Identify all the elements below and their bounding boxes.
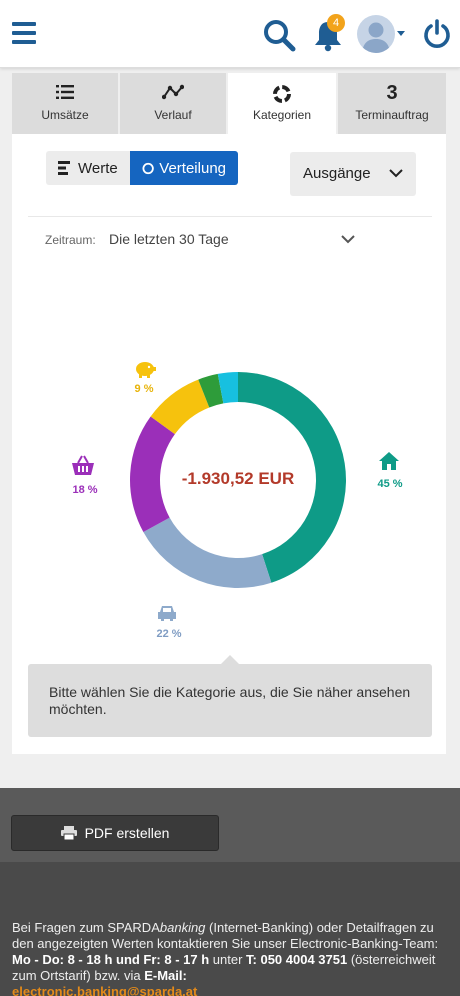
circle-icon bbox=[142, 162, 154, 174]
divider bbox=[28, 216, 432, 217]
tab-label: Terminauftrag bbox=[355, 108, 429, 122]
period-select[interactable]: Die letzten 30 Tage bbox=[109, 231, 229, 247]
donut-icon bbox=[273, 85, 291, 103]
info-text: (Internet-Banking) oder Detailfragen zu … bbox=[12, 920, 439, 951]
piggy-bank-icon[interactable] bbox=[136, 362, 156, 378]
basket-icon[interactable] bbox=[72, 455, 94, 475]
phone-number: T: 050 4004 3751 bbox=[246, 952, 348, 967]
chevron-down-icon[interactable] bbox=[397, 31, 405, 36]
info-text: unter bbox=[209, 952, 247, 967]
user-avatar-icon[interactable] bbox=[357, 15, 395, 53]
donut-slice-1[interactable] bbox=[143, 517, 272, 588]
tab-label: Umsätze bbox=[41, 108, 89, 122]
category-donut-chart: -1.930,52 EUR 45 % 22 % 18 % 9 % bbox=[72, 362, 403, 640]
chevron-down-icon[interactable] bbox=[340, 233, 356, 245]
tab-label: Kategorien bbox=[252, 108, 312, 122]
categories-card: Werte Verteilung Ausgänge Zeitraum: Die … bbox=[12, 134, 446, 754]
tab-count: 3 bbox=[386, 82, 398, 104]
list-icon bbox=[56, 85, 74, 99]
category-label-basket: 18 % bbox=[72, 484, 97, 496]
hint-text: Bitte wählen Sie die Kategorie aus, die … bbox=[49, 684, 411, 717]
donut-slice-0[interactable] bbox=[238, 372, 347, 583]
power-icon[interactable] bbox=[422, 18, 452, 50]
verteilung-label: Verteilung bbox=[159, 159, 226, 177]
verteilung-button[interactable]: Verteilung bbox=[130, 151, 238, 185]
hint-callout: Bitte wählen Sie die Kategorie aus, die … bbox=[28, 655, 432, 737]
car-icon[interactable] bbox=[158, 606, 176, 621]
donut-slice-4[interactable] bbox=[198, 373, 224, 408]
donut-slice-5[interactable] bbox=[217, 372, 238, 404]
info-text: (österreichweit zum Ortstarif) bzw. via bbox=[12, 952, 436, 983]
service-hours: Mo - Do: 8 - 18 h und Fr: 8 - 17 h bbox=[12, 952, 210, 967]
bars-icon bbox=[58, 161, 70, 175]
donut-slice-2[interactable] bbox=[129, 416, 175, 533]
category-label-house: 45 % bbox=[377, 478, 402, 490]
line-chart-icon bbox=[162, 84, 184, 100]
category-label-piggy: 9 % bbox=[135, 383, 154, 395]
category-label-car: 22 % bbox=[156, 628, 181, 640]
hamburger-menu-icon[interactable] bbox=[12, 22, 36, 48]
total-amount: -1.930,52 EUR bbox=[182, 469, 294, 488]
email-label: E-Mail: bbox=[144, 968, 187, 983]
pdf-create-button[interactable]: PDF erstellen bbox=[11, 815, 219, 851]
search-icon[interactable] bbox=[262, 18, 296, 52]
werte-button[interactable]: Werte bbox=[46, 151, 130, 185]
direction-dropdown[interactable]: Ausgänge bbox=[290, 152, 416, 196]
brand-italic: banking bbox=[159, 920, 206, 935]
pdf-label: PDF erstellen bbox=[84, 825, 170, 841]
info-text: Bei Fragen zum SPARDA bbox=[12, 920, 160, 935]
tab-verlauf[interactable]: Verlauf bbox=[120, 73, 228, 134]
contact-info: Bei Fragen zum SPARDAbanking (Internet-B… bbox=[0, 862, 460, 996]
chevron-down-icon bbox=[389, 169, 403, 178]
house-icon[interactable] bbox=[379, 452, 399, 470]
tab-kategorien[interactable]: Kategorien bbox=[228, 73, 338, 134]
notification-badge: 4 bbox=[327, 14, 345, 32]
direction-value: Ausgänge bbox=[303, 165, 371, 182]
period-label: Zeitraum: bbox=[45, 233, 96, 247]
tab-label: Verlauf bbox=[154, 108, 192, 122]
printer-icon bbox=[60, 826, 77, 840]
donut-slice-3[interactable] bbox=[150, 379, 210, 435]
app-header: 4 bbox=[0, 0, 460, 68]
tab-terminauftrag[interactable]: 3 Terminauftrag bbox=[338, 73, 446, 134]
view-toggle: Werte Verteilung bbox=[46, 151, 238, 185]
view-tabs: Umsätze Verlauf Kategorien 3 Terminauftr… bbox=[12, 73, 446, 134]
email-link[interactable]: electronic.banking@sparda.at bbox=[12, 984, 198, 996]
tab-umsaetze[interactable]: Umsätze bbox=[12, 73, 120, 134]
werte-label: Werte bbox=[78, 159, 118, 177]
